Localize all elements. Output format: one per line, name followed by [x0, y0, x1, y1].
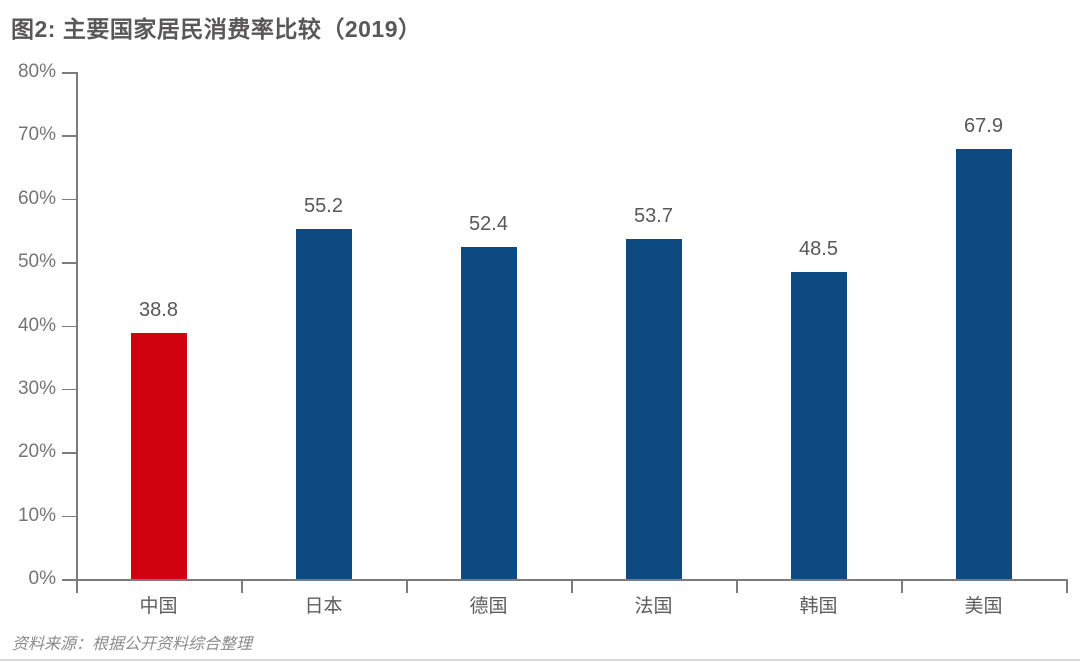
bar	[460, 246, 517, 579]
bar	[625, 238, 682, 579]
y-axis-tick-label: 30%	[17, 377, 56, 399]
x-axis-category-label: 法国	[634, 596, 673, 617]
bar-value-label: 67.9	[964, 114, 1003, 137]
y-axis-tick-mark	[62, 452, 76, 454]
x-axis-category-label: 日本	[304, 596, 343, 617]
x-axis-tick-mark	[901, 579, 903, 593]
bar-value-label: 52.4	[469, 212, 508, 235]
x-axis-tick-mark	[406, 579, 408, 593]
x-axis-tick-mark	[736, 579, 738, 593]
y-axis-tick-label: 20%	[17, 441, 56, 463]
bar	[130, 333, 187, 579]
y-axis-tick-label: 50%	[17, 251, 56, 273]
chart-title: 图2: 主要国家居民消费率比较（2019）	[11, 16, 422, 42]
x-axis-category-label: 中国	[139, 596, 178, 617]
bar	[955, 148, 1012, 579]
y-axis-tick-label: 40%	[17, 314, 56, 336]
y-axis-tick-mark	[62, 388, 76, 391]
bar	[790, 271, 847, 579]
bar-value-label: 55.2	[304, 195, 343, 218]
y-axis-tick-mark	[62, 72, 76, 74]
x-axis-tick-mark	[1066, 579, 1068, 593]
x-axis-category-label: 德国	[469, 596, 508, 617]
y-axis-tick-label: 60%	[17, 187, 56, 209]
bar-value-label: 38.8	[139, 299, 178, 322]
x-axis-category-label: 韩国	[799, 596, 838, 617]
y-axis-tick-mark	[62, 579, 76, 581]
y-axis-tick-mark	[62, 325, 76, 327]
y-axis-tick-label: 10%	[17, 504, 56, 526]
x-axis-tick-mark	[571, 579, 573, 593]
source-note: 资料来源：根据公开资料综合整理	[12, 636, 253, 653]
bar-value-label: 48.5	[799, 237, 838, 260]
x-axis-tick-mark	[241, 579, 243, 593]
y-axis-tick-mark	[62, 198, 76, 201]
y-axis-tick-label: 80%	[17, 61, 56, 82]
y-axis-tick-mark	[62, 262, 76, 264]
y-axis-line	[76, 72, 78, 593]
y-axis-tick-label: 0%	[28, 568, 56, 589]
x-axis-category-label: 美国	[964, 596, 1003, 617]
bottom-divider	[0, 659, 1080, 661]
bar	[295, 229, 352, 579]
bar-value-label: 53.7	[634, 204, 673, 227]
y-axis-tick-mark	[62, 135, 76, 137]
y-axis-tick-label: 70%	[17, 124, 56, 146]
y-axis-tick-mark	[62, 515, 76, 518]
